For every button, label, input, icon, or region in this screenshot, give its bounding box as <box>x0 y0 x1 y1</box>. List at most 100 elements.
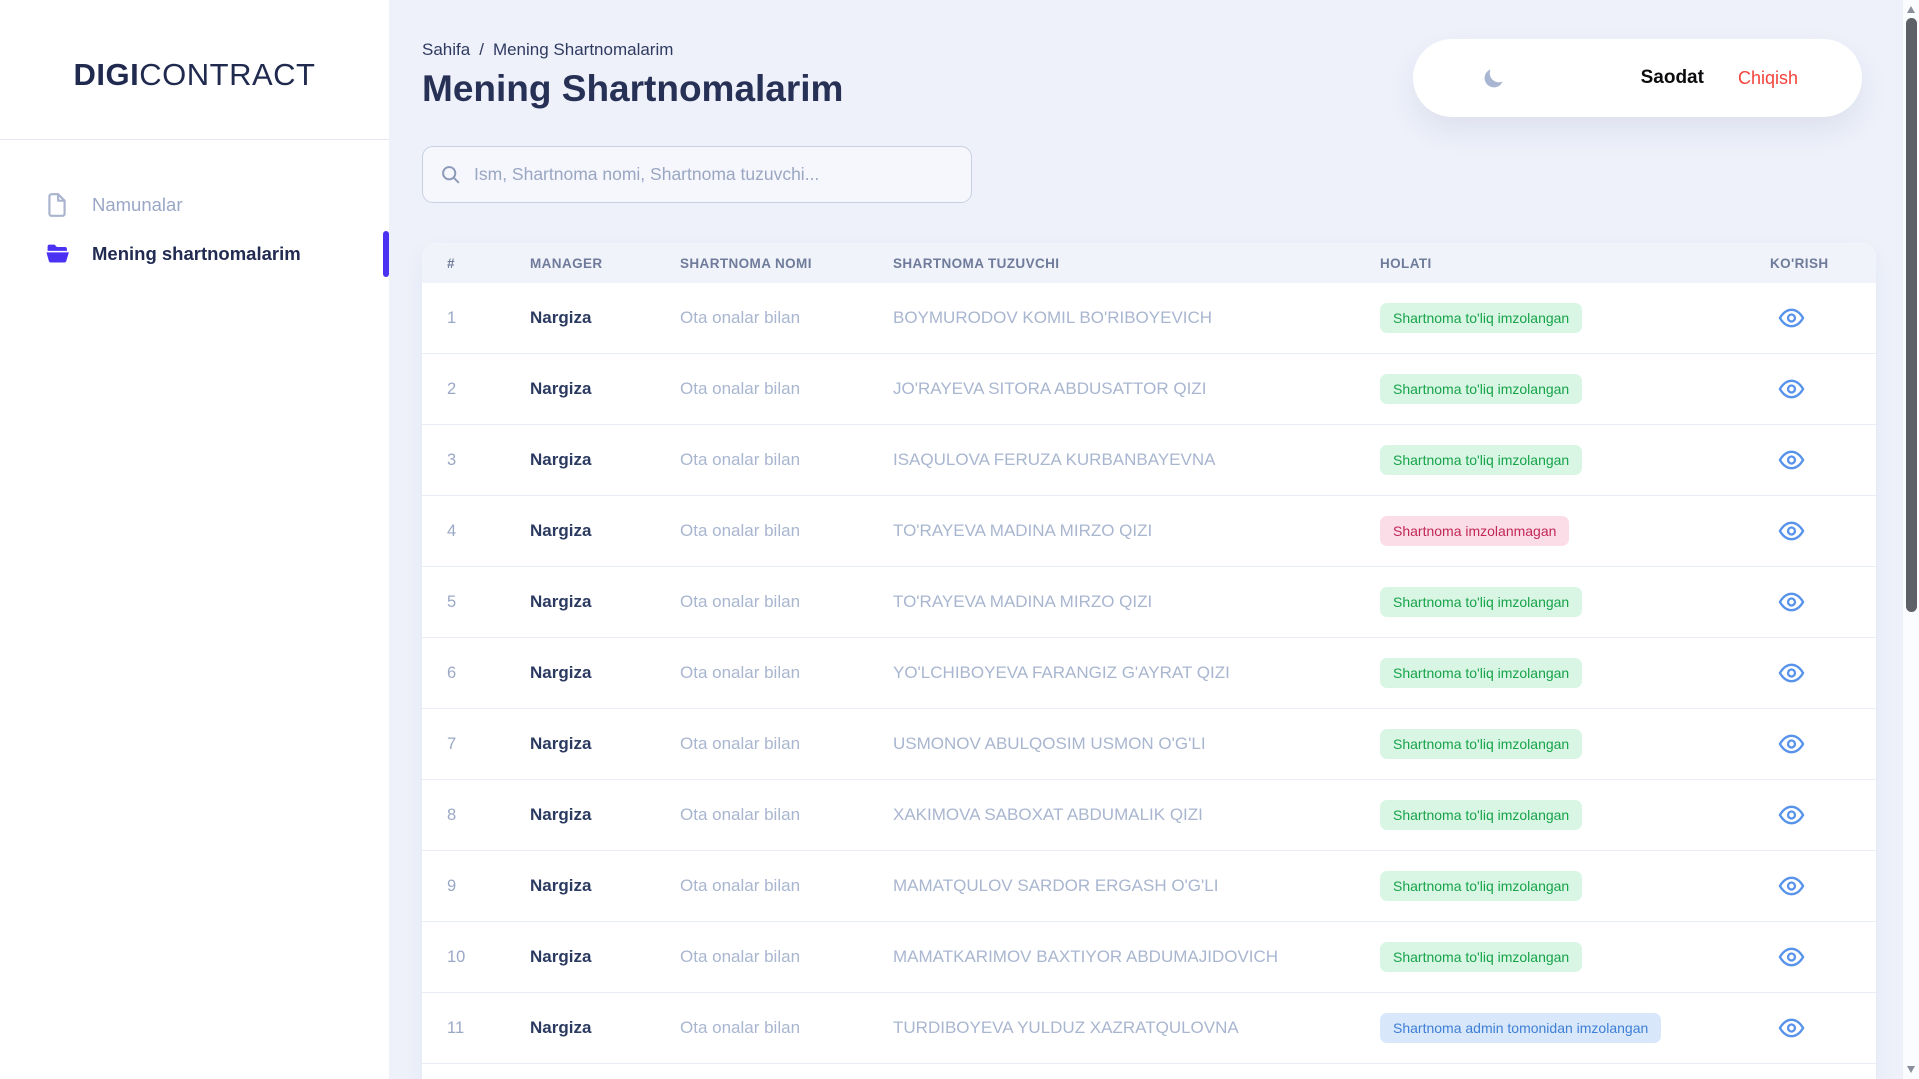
row-number: 1 <box>447 308 457 327</box>
view-cell <box>1770 592 1876 612</box>
contract-name-cell: Ota onalar bilan <box>680 521 801 540</box>
main-content: Sahifa / Mening Shartnomalarim Mening Sh… <box>389 0 1902 1079</box>
view-button[interactable] <box>1778 805 1805 825</box>
column-header-contract-maker: SHARTNOMA TUZUVCHI <box>893 255 1060 271</box>
table-row: 1 Nargiza Ota onalar bilan BOYMURODOV KO… <box>422 283 1876 354</box>
status-badge: Shartnoma imzolanmagan <box>1380 516 1570 546</box>
table-row: 11 Nargiza Ota onalar bilan TURDIBOYEVA … <box>422 993 1876 1064</box>
scrollbar-down-arrow[interactable] <box>1907 1066 1915 1073</box>
manager-cell: Nargiza <box>530 521 592 540</box>
status-badge: Shartnoma to'liq imzolangan <box>1380 729 1583 759</box>
row-number: 3 <box>447 450 457 469</box>
status-badge: Shartnoma to'liq imzolangan <box>1380 374 1583 404</box>
eye-icon <box>1778 805 1805 825</box>
contract-name-cell: Ota onalar bilan <box>680 947 801 966</box>
status-cell: Shartnoma admin tomonidan imzolangan <box>1380 1013 1770 1043</box>
eye-icon <box>1778 947 1805 967</box>
manager-cell: Nargiza <box>530 734 592 753</box>
status-cell: Shartnoma to'liq imzolangan <box>1380 871 1770 901</box>
eye-icon <box>1778 734 1805 754</box>
contract-name-cell: Ota onalar bilan <box>680 450 801 469</box>
table-header-row: # MANAGER SHARTNOMA NOMI SHARTNOMA TUZUV… <box>422 243 1876 283</box>
view-button[interactable] <box>1778 308 1805 328</box>
row-number: 10 <box>447 947 466 966</box>
status-badge: Shartnoma to'liq imzolangan <box>1380 658 1583 688</box>
logout-button[interactable]: Chiqish <box>1737 67 1798 88</box>
status-badge: Shartnoma to'liq imzolangan <box>1380 445 1583 475</box>
column-header-view: KO'RISH <box>1770 255 1829 271</box>
view-button[interactable] <box>1778 663 1805 683</box>
search-box <box>422 146 972 203</box>
view-button[interactable] <box>1778 1018 1805 1038</box>
table-row: 4 Nargiza Ota onalar bilan TO'RAYEVA MAD… <box>422 496 1876 567</box>
eye-icon <box>1778 379 1805 399</box>
table-row: 8 Nargiza Ota onalar bilan XAKIMOVA SABO… <box>422 780 1876 851</box>
contract-maker-cell: JO'RAYEVA SITORA ABDUSATTOR QIZI <box>893 379 1207 398</box>
sidebar-item-namunalar[interactable]: Namunalar <box>0 180 389 229</box>
view-button[interactable] <box>1778 876 1805 896</box>
status-cell: Shartnoma to'liq imzolangan <box>1380 587 1770 617</box>
table-row: 6 Nargiza Ota onalar bilan YO'LCHIBOYEVA… <box>422 638 1876 709</box>
scrollbar-thumb[interactable] <box>1906 18 1917 612</box>
view-cell <box>1770 379 1876 399</box>
breadcrumb-current: Mening Shartnomalarim <box>492 40 674 59</box>
row-number: 5 <box>447 592 457 611</box>
view-cell <box>1770 876 1876 896</box>
view-cell <box>1770 805 1876 825</box>
manager-cell: Nargiza <box>530 876 592 895</box>
file-icon <box>44 191 71 218</box>
manager-cell: Nargiza <box>530 947 592 966</box>
theme-toggle-button[interactable] <box>1481 66 1506 91</box>
view-button[interactable] <box>1778 450 1805 470</box>
row-number: 6 <box>447 663 457 682</box>
eye-icon <box>1778 663 1805 683</box>
contract-name-cell: Ota onalar bilan <box>680 805 801 824</box>
scrollbar-up-arrow[interactable] <box>1907 6 1915 13</box>
manager-cell: Nargiza <box>530 450 592 469</box>
user-panel: Saodat Chiqish <box>1413 39 1862 117</box>
contract-maker-cell: XAKIMOVA SABOXAT ABDUMALIK QIZI <box>893 805 1203 824</box>
view-button[interactable] <box>1778 521 1805 541</box>
view-button[interactable] <box>1778 734 1805 754</box>
eye-icon <box>1778 450 1805 470</box>
manager-cell: Nargiza <box>530 308 592 327</box>
status-badge: Shartnoma to'liq imzolangan <box>1380 800 1583 830</box>
status-cell: Shartnoma to'liq imzolangan <box>1380 658 1770 688</box>
breadcrumb-separator: / <box>479 40 484 59</box>
table-body: 1 Nargiza Ota onalar bilan BOYMURODOV KO… <box>422 283 1876 1064</box>
table-row: 5 Nargiza Ota onalar bilan TO'RAYEVA MAD… <box>422 567 1876 638</box>
folder-open-icon <box>44 240 71 267</box>
breadcrumb: Sahifa / Mening Shartnomalarim <box>422 40 1902 60</box>
contracts-table: # MANAGER SHARTNOMA NOMI SHARTNOMA TUZUV… <box>422 243 1876 1079</box>
view-cell <box>1770 450 1876 470</box>
breadcrumb-home[interactable]: Sahifa <box>422 40 471 59</box>
table-row: 9 Nargiza Ota onalar bilan MAMATQULOV SA… <box>422 851 1876 922</box>
contract-maker-cell: MAMATKARIMOV BAXTIYOR ABDUMAJIDOVICH <box>893 947 1279 966</box>
row-number: 8 <box>447 805 457 824</box>
status-badge: Shartnoma to'liq imzolangan <box>1380 587 1583 617</box>
view-button[interactable] <box>1778 947 1805 967</box>
view-cell <box>1770 308 1876 328</box>
view-cell <box>1770 947 1876 967</box>
eye-icon <box>1778 592 1805 612</box>
row-number: 11 <box>447 1018 465 1037</box>
search-input[interactable] <box>474 164 955 185</box>
column-header-manager: MANAGER <box>530 255 603 271</box>
status-badge: Shartnoma admin tomonidan imzolangan <box>1380 1013 1662 1043</box>
view-button[interactable] <box>1778 592 1805 612</box>
eye-icon <box>1778 1018 1805 1038</box>
status-badge: Shartnoma to'liq imzolangan <box>1380 942 1583 972</box>
contract-maker-cell: USMONOV ABULQOSIM USMON O'G'LI <box>893 734 1206 753</box>
sidebar-divider <box>0 139 389 140</box>
vertical-scrollbar[interactable] <box>1902 0 1919 1079</box>
manager-cell: Nargiza <box>530 1018 592 1037</box>
status-badge: Shartnoma to'liq imzolangan <box>1380 871 1583 901</box>
logo-bold-part: DIGI <box>73 57 140 92</box>
sidebar-nav: Namunalar Mening shartnomalarim <box>0 180 389 278</box>
sidebar-item-mening-shartnomalarim[interactable]: Mening shartnomalarim <box>0 229 389 278</box>
status-cell: Shartnoma to'liq imzolangan <box>1380 942 1770 972</box>
view-cell <box>1770 663 1876 683</box>
view-button[interactable] <box>1778 379 1805 399</box>
page-title: Mening Shartnomalarim <box>422 68 844 109</box>
table-row: 2 Nargiza Ota onalar bilan JO'RAYEVA SIT… <box>422 354 1876 425</box>
